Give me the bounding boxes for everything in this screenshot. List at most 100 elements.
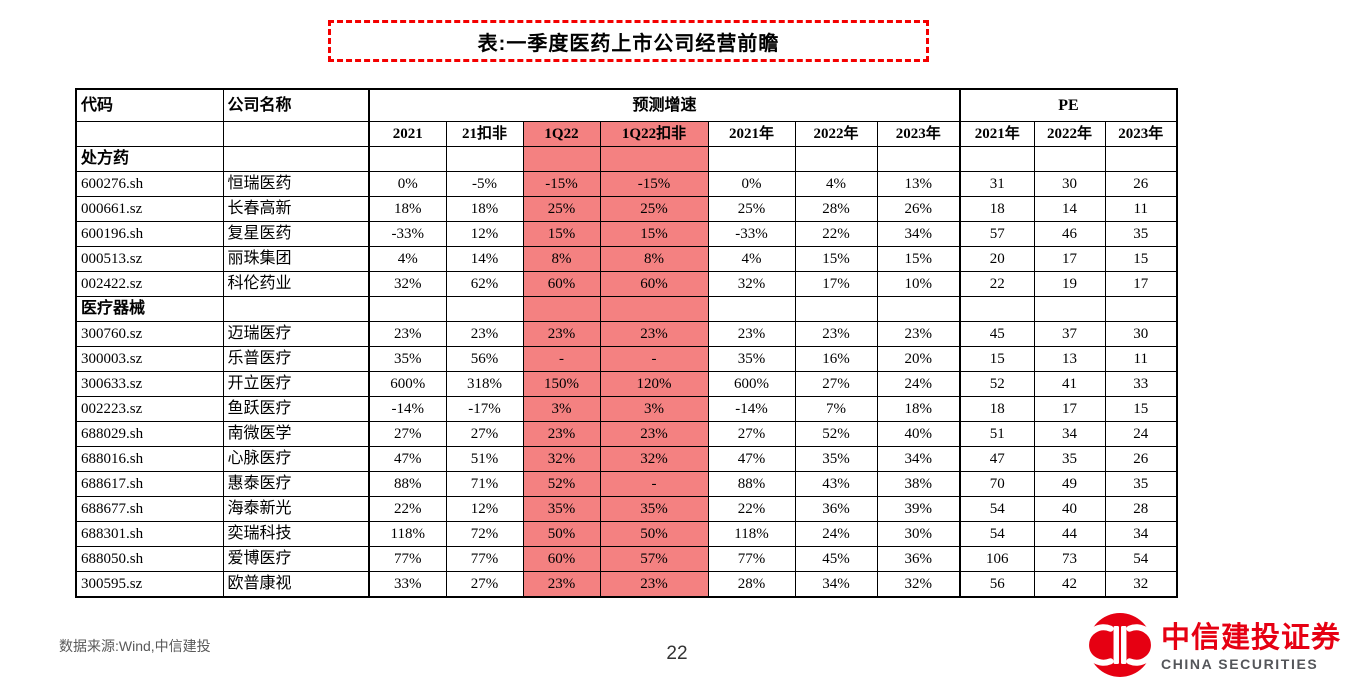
subheader-cell: 2022年: [794, 121, 878, 147]
subheader-cell: 2021: [368, 121, 447, 147]
value-cell: 31: [959, 171, 1035, 197]
value-cell: 28: [1104, 496, 1178, 522]
value-cell: 34%: [794, 571, 878, 598]
subheader-cell: 1Q22: [522, 121, 601, 147]
header-company: 公司名称: [222, 88, 370, 122]
value-cell: 8%: [522, 246, 601, 272]
company-name-cell: 乐普医疗: [222, 346, 370, 372]
header-company-spacer: [222, 121, 370, 147]
table-row: 002422.sz 科伦药业 32% 62% 60% 60% 32% 17% 10% 22 19 17: [75, 271, 1178, 297]
value-cell: 4%: [794, 171, 878, 197]
company-name-cell: 复星医药: [222, 221, 370, 247]
value-cell: 11: [1104, 196, 1178, 222]
table-row: 000513.sz 丽珠集团 4% 14% 8% 8% 4% 15% 15% 20 17 15: [75, 246, 1178, 272]
value-cell: 28%: [707, 571, 796, 598]
value-cell: 23%: [599, 321, 709, 347]
header-pe-group: PE: [959, 88, 1178, 122]
stock-code-cell: 300760.sz: [75, 321, 224, 347]
value-cell: 4%: [368, 246, 447, 272]
value-cell: 35%: [368, 346, 447, 372]
value-cell: 23%: [445, 321, 524, 347]
value-cell: 60%: [522, 271, 601, 297]
value-cell: 50%: [599, 521, 709, 547]
section-spacer-cell: [1033, 296, 1106, 322]
logo-chinese-name: 中信建投证券: [1161, 622, 1342, 654]
value-cell: 23%: [599, 571, 709, 598]
value-cell: 35%: [707, 346, 796, 372]
section-company-spacer: [222, 146, 370, 172]
value-cell: 50%: [522, 521, 601, 547]
value-cell: 118%: [707, 521, 796, 547]
value-cell: 18%: [876, 396, 961, 422]
subheader-cell: 2021年: [707, 121, 796, 147]
forecast-table-container: 代码 公司名称 预测增速 PE 2021 21扣非 1Q22 1Q22扣非 2021年 2022年…: [75, 88, 1178, 598]
value-cell: 26: [1104, 171, 1178, 197]
value-cell: 57: [959, 221, 1035, 247]
company-name-cell: 南微医学: [222, 421, 370, 447]
value-cell: 24%: [794, 521, 878, 547]
value-cell: 32%: [599, 446, 709, 472]
stock-code-cell: 688301.sh: [75, 521, 224, 547]
subheader-cell: 2023年: [1104, 121, 1178, 147]
section-row: 医疗器械: [75, 296, 1178, 322]
section-spacer-cell: [522, 296, 601, 322]
value-cell: 51%: [445, 446, 524, 472]
company-name-cell: 惠泰医疗: [222, 471, 370, 497]
company-name-cell: 长春高新: [222, 196, 370, 222]
table-title: 表:一季度医药上市公司经营前瞻: [328, 20, 929, 62]
value-cell: 14%: [445, 246, 524, 272]
value-cell: 15%: [794, 246, 878, 272]
company-name-cell: 海泰新光: [222, 496, 370, 522]
value-cell: 70: [959, 471, 1035, 497]
value-cell: 45%: [794, 546, 878, 572]
value-cell: 47: [959, 446, 1035, 472]
value-cell: 3%: [599, 396, 709, 422]
subheader-cell: 2022年: [1033, 121, 1106, 147]
value-cell: 88%: [368, 471, 447, 497]
value-cell: -17%: [445, 396, 524, 422]
value-cell: 27%: [445, 421, 524, 447]
value-cell: 24%: [876, 371, 961, 397]
value-cell: 41: [1033, 371, 1106, 397]
company-name-cell: 迈瑞医疗: [222, 321, 370, 347]
value-cell: 37: [1033, 321, 1106, 347]
section-label: 处方药: [75, 146, 224, 172]
value-cell: 56%: [445, 346, 524, 372]
section-spacer-cell: [445, 296, 524, 322]
stock-code-cell: 000513.sz: [75, 246, 224, 272]
page-number: 22: [666, 643, 688, 664]
value-cell: 23%: [368, 321, 447, 347]
table-row: 300633.sz 开立医疗 600% 318% 150% 120% 600% 27% 24% 5…: [75, 371, 1178, 397]
value-cell: 10%: [876, 271, 961, 297]
value-cell: 19: [1033, 271, 1106, 297]
value-cell: 25%: [599, 196, 709, 222]
table-title-text: 表:一季度医药上市公司经营前瞻: [477, 32, 780, 55]
value-cell: 15: [1104, 396, 1178, 422]
stock-code-cell: 300003.sz: [75, 346, 224, 372]
value-cell: 17: [1104, 271, 1178, 297]
value-cell: 32%: [707, 271, 796, 297]
value-cell: 13%: [876, 171, 961, 197]
value-cell: 26: [1104, 446, 1178, 472]
header-code: 代码: [75, 88, 224, 122]
value-cell: 35: [1033, 446, 1106, 472]
section-spacer-cell: [599, 146, 709, 172]
value-cell: 33: [1104, 371, 1178, 397]
value-cell: -: [522, 346, 601, 372]
value-cell: 7%: [794, 396, 878, 422]
value-cell: 47%: [707, 446, 796, 472]
value-cell: 17%: [794, 271, 878, 297]
value-cell: 15: [1104, 246, 1178, 272]
value-cell: 14: [1033, 196, 1106, 222]
value-cell: 11: [1104, 346, 1178, 372]
value-cell: -15%: [599, 171, 709, 197]
section-spacer-cell: [445, 146, 524, 172]
value-cell: 43%: [794, 471, 878, 497]
value-cell: 57%: [599, 546, 709, 572]
value-cell: -14%: [707, 396, 796, 422]
table-row: 688617.sh 惠泰医疗 88% 71% 52% -88% 43% 38% 70 49 35: [75, 471, 1178, 497]
value-cell: 39%: [876, 496, 961, 522]
value-cell: 150%: [522, 371, 601, 397]
china-securities-logo: 中信建投证券 CHINA SECURITIES: [1082, 611, 1342, 684]
table-row: 600196.sh 复星医药 -33% 12% 15% 15% -33% 22% 34% 57 46…: [75, 221, 1178, 247]
